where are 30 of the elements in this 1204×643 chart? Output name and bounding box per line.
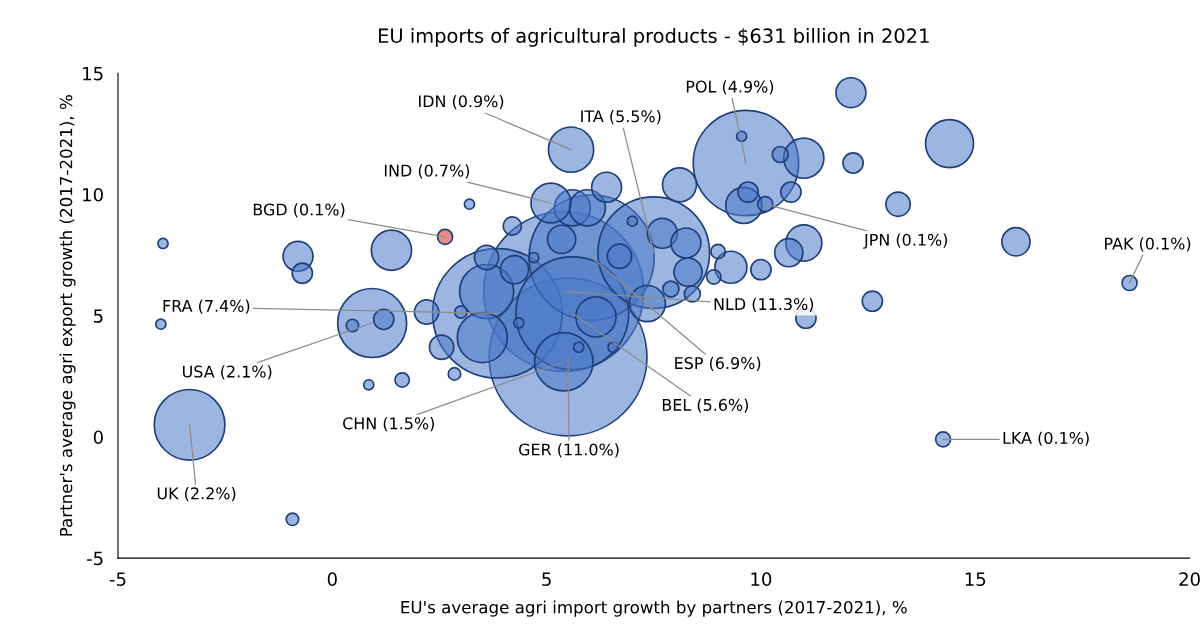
annotation: ITA (5.5%) [581, 109, 661, 125]
x-axis-title: EU's average agri import growth by partners (2017-2021), % [401, 600, 907, 617]
annotation: IND (0.7%) [384, 164, 470, 179]
x-tick-label: -5 [109, 572, 126, 586]
annotation: GER (11.0%) [519, 443, 619, 458]
annotation: IDN (0.9%) [419, 94, 504, 110]
annotation: POL (4.9%) [686, 80, 774, 95]
y-tick-label: 15 [83, 67, 103, 81]
x-tick-label: 5 [542, 572, 551, 586]
annotation: ESP (6.9%) [675, 356, 761, 372]
y-axis-title: Partner's average agri export growth (2017-2021), % [59, 95, 76, 536]
annotation: BEL (5.6%) [662, 398, 748, 413]
annotation: USA (2.1%) [182, 365, 272, 380]
x-tick-label: 0 [327, 572, 337, 586]
x-tick-label: 15 [965, 572, 986, 586]
annotation: LKA (0.1%) [1003, 431, 1089, 446]
x-tick-label: 10 [751, 572, 772, 586]
annotation: FRA (7.4%) [163, 299, 250, 314]
x-tick-label: 20 [1179, 572, 1200, 586]
annotation: PAK (0.1%) [1105, 237, 1191, 252]
y-tick-label: 5 [94, 309, 103, 323]
annotation: NLD (11.3%) [714, 297, 814, 312]
y-tick-label: -5 [86, 551, 103, 566]
annotation: BGD (0.1%) [253, 203, 345, 218]
y-tick-label: 10 [83, 187, 103, 202]
annotation: CHN (1.5%) [343, 417, 434, 432]
y-tick-label: 0 [93, 430, 103, 445]
annotation: JPN (0.1%) [863, 233, 948, 249]
chart-title: EU imports of agricultural products - $631 billion in 2021 [379, 27, 929, 47]
annotation: UK (2.2%) [157, 487, 236, 502]
